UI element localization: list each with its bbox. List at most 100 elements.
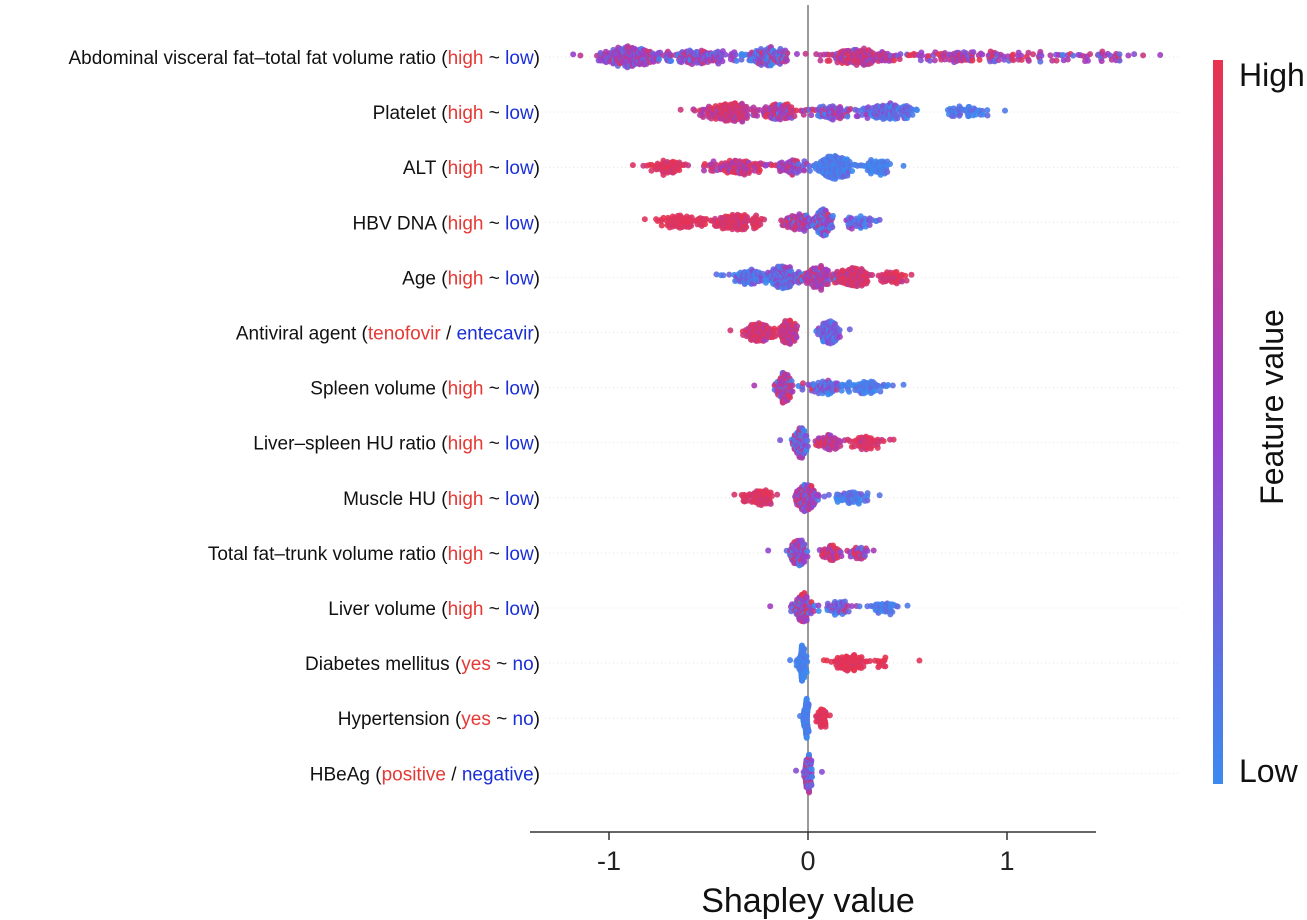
swarm-dot (761, 216, 768, 223)
swarm-dot (804, 437, 811, 444)
swarm-dot (864, 278, 871, 285)
swarm-dot (793, 51, 800, 57)
swarm-dot (667, 52, 674, 59)
swarm-dot (900, 381, 907, 388)
swarm-dot (893, 268, 900, 275)
swarm-dot (970, 49, 977, 56)
swarm-dot (791, 113, 798, 120)
swarm-dot (668, 57, 675, 64)
swarm-dot (856, 603, 863, 610)
feature-swarm (641, 206, 883, 239)
swarm-dot (815, 602, 822, 609)
swarm-dot (874, 444, 881, 451)
swarm-dot (774, 491, 781, 498)
swarm-dot (1140, 52, 1147, 59)
swarm-dot (1018, 56, 1025, 63)
swarm-dot (1116, 51, 1123, 58)
swarm-dot (979, 51, 986, 58)
feature-swarm (751, 369, 907, 406)
swarm-dot (700, 167, 707, 174)
swarm-dot (876, 216, 883, 223)
swarm-dot (676, 167, 683, 174)
swarm-dot (896, 56, 903, 63)
swarm-dot (836, 333, 843, 340)
swarm-dot (799, 380, 806, 387)
swarm-dot (801, 674, 808, 681)
swarm-dot (751, 382, 758, 389)
swarm-dot (864, 497, 871, 504)
swarm-dot (836, 327, 843, 334)
swarm-dot (838, 387, 845, 394)
swarm-dot (904, 602, 911, 609)
swarm-dot (784, 50, 791, 57)
swarm-dot (864, 115, 871, 121)
swarm-dot (787, 394, 793, 401)
swarm-dot (754, 112, 761, 119)
swarm-dot (1025, 57, 1032, 64)
swarm-dot (789, 382, 796, 389)
swarm-dot (969, 57, 976, 64)
swarm-dot (882, 654, 889, 661)
swarm-dot (845, 608, 852, 615)
feature-swarm (767, 590, 911, 625)
swarm-dot (1125, 52, 1132, 59)
swarm-dot (829, 116, 836, 123)
swarm-dot (890, 436, 897, 443)
swarm-dot (847, 105, 854, 112)
swarm-dot (864, 547, 871, 554)
swarm-dot (1049, 57, 1056, 64)
swarm-dot (765, 547, 772, 554)
swarm-dot (846, 388, 853, 395)
swarm-dot (829, 224, 836, 231)
swarm-dot (965, 113, 972, 120)
swarm-dot (824, 281, 831, 288)
swarm-dot (743, 224, 750, 231)
swarm-dot (756, 167, 763, 174)
swarm-dot (722, 51, 729, 58)
swarm-dot (713, 271, 720, 278)
swarm-dot (702, 221, 709, 228)
feature-swarm (727, 317, 853, 347)
swarm-dot (802, 50, 809, 57)
swarm-dot (641, 216, 648, 223)
swarm-dot (570, 51, 577, 58)
swarm-dot (803, 616, 810, 623)
swarm-dot (829, 212, 836, 219)
swarm-dot (732, 51, 739, 58)
swarm-dot (900, 162, 907, 169)
swarm-dot (806, 167, 813, 174)
swarm-dot (757, 221, 764, 228)
swarm-dot (880, 438, 887, 445)
swarm-dot (851, 443, 858, 450)
swarm-dot (861, 552, 868, 559)
swarm-dot (803, 669, 810, 676)
swarm-dot (804, 658, 811, 665)
swarm-dot (1064, 56, 1071, 63)
feature-swarm (629, 152, 907, 182)
swarm-dot (1116, 57, 1123, 64)
swarm-dot (793, 334, 800, 341)
swarm-dot (1157, 52, 1164, 59)
swarm-dot (719, 58, 726, 65)
swarm-dot (1047, 52, 1054, 59)
swarm-dot (903, 277, 910, 284)
swarm-dot (808, 112, 815, 119)
swarm-dot (808, 482, 815, 489)
swarm-dot (656, 56, 662, 63)
swarm-dot (1037, 58, 1044, 65)
swarm-dot (926, 57, 933, 64)
swarm-dot (984, 107, 991, 114)
swarm-dot (733, 57, 740, 64)
swarm-dot (931, 57, 938, 64)
swarm-dot (957, 111, 964, 118)
swarm-dot (877, 388, 884, 395)
swarm-dot (870, 547, 877, 554)
swarm-dot (803, 432, 810, 439)
feature-swarm (731, 481, 883, 515)
swarm-dot (744, 111, 751, 118)
swarm-dot (1010, 57, 1017, 64)
swarm-dot (844, 113, 851, 120)
swarm-dot (917, 57, 924, 64)
swarm-dot (629, 162, 636, 169)
